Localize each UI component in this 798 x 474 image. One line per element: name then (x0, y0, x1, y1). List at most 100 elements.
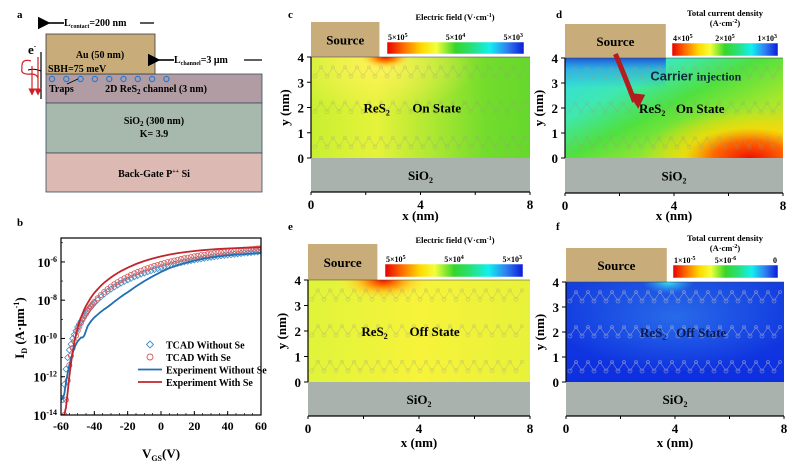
traps-pointer-arrow (66, 78, 79, 85)
lattice-atom (722, 144, 728, 150)
data-point-tcad-with-se (187, 254, 194, 261)
lattice-atom (451, 65, 455, 70)
lattice-atom (718, 325, 722, 329)
lattice-atom (429, 296, 435, 302)
res2-lattice-overlay (566, 66, 781, 150)
lattice-atom (670, 360, 674, 364)
lattice-atom (718, 360, 722, 364)
lattice-atom (567, 368, 573, 374)
lattice-atom (436, 324, 440, 328)
lattice-atom (441, 296, 447, 302)
y-tick-label: 0 (553, 375, 560, 390)
lattice-atom (369, 296, 375, 302)
lattice-atom (634, 360, 638, 364)
lattice-atom (400, 288, 404, 293)
lattice-atom (741, 101, 745, 105)
lattice-atom (578, 74, 584, 80)
lattice-atom (586, 325, 590, 329)
lattice-atom (777, 136, 781, 140)
lattice-atom (360, 73, 366, 79)
panel-b-transfer-curve-chart: b -60 -40 -20 0 20 40 60 10-14 10-12 10-10 10-8 10-… (12, 217, 267, 463)
l-contact-dimension: Lcontact=200 nm (37, 16, 154, 30)
lattice-atom (523, 100, 527, 105)
data-point-tcad-without-se (124, 276, 132, 284)
lattice-atom (646, 325, 650, 329)
lattice-atom (771, 298, 777, 304)
sio2-region (566, 382, 784, 416)
lattice-atom (777, 66, 781, 70)
data-point-tcad-with-se (98, 291, 105, 298)
lattice-atom (343, 100, 347, 105)
lattice-atom (489, 368, 495, 374)
lattice-atom (427, 135, 431, 140)
lattice-atom (379, 65, 383, 70)
lattice-atom (456, 73, 462, 79)
lattice-atom (513, 332, 519, 338)
lattice-atom (610, 360, 614, 364)
lattice-atom (698, 144, 704, 150)
lattice-atom (432, 73, 438, 79)
trap-circle (134, 75, 141, 83)
lattice-atom (682, 360, 686, 364)
y-tick-label: 10-8 (37, 293, 57, 308)
colorbar: 5×105 5×104 5×103 Electric field (V·cm-1) (386, 12, 525, 55)
lattice-atom (328, 359, 332, 364)
lattice-atom (651, 298, 657, 304)
y-axis-label: y (nm) (277, 89, 292, 125)
trap-states (48, 75, 170, 83)
lattice-atom (694, 290, 698, 294)
x-tick-label: -60 (53, 419, 69, 433)
lattice-atom (465, 368, 471, 374)
lattice-atom (657, 66, 661, 70)
y-tick-label: 3 (553, 300, 560, 315)
data-point-tcad-without-se (64, 354, 72, 362)
lattice-atom (770, 109, 776, 115)
data-point-tcad-without-se (130, 273, 138, 281)
data-point-tcad-without-se (137, 270, 145, 278)
lattice-atom (357, 368, 363, 374)
lattice-atom (432, 144, 438, 150)
lattice-atom (376, 324, 380, 328)
lattice-atom (480, 73, 486, 79)
lattice-atom (567, 333, 573, 339)
lattice-atom (705, 136, 709, 140)
lattice-atom (331, 65, 335, 70)
lattice-atom (722, 109, 728, 115)
lattice-atom (475, 135, 479, 140)
y-axis-label: ID (A·μm-1) (12, 297, 29, 358)
lattice-atom (511, 135, 515, 140)
lattice-atom (357, 296, 363, 302)
lattice-atom (723, 333, 729, 339)
lattice-atom (400, 359, 404, 364)
lattice-atom (718, 290, 722, 294)
lattice-atom (573, 136, 577, 140)
y-tick-label: 10-6 (37, 255, 57, 270)
lattice-atom (408, 73, 414, 79)
res2-lattice-overlay (309, 288, 524, 374)
lattice-atom (754, 360, 758, 364)
lattice-atom (321, 368, 327, 374)
lattice-atom (778, 290, 782, 294)
lattice-atom (355, 65, 359, 70)
source-label: Source (326, 33, 364, 48)
lattice-atom (516, 109, 522, 114)
colorbar-title: Total current density (687, 233, 764, 243)
lattice-atom (333, 368, 339, 374)
colorbar-gradient (386, 41, 525, 55)
lattice-atom (765, 101, 769, 105)
lattice-atom (424, 324, 428, 328)
lattice-atom (412, 359, 416, 364)
x-tick-label: 0 (158, 419, 164, 433)
lattice-atom (579, 298, 585, 304)
lattice-atom (705, 101, 709, 105)
lattice-atom (662, 144, 668, 150)
lattice-atom (316, 359, 320, 364)
lattice-atom (717, 136, 721, 140)
colorbar-tick-label: 5×10-6 (715, 256, 737, 265)
data-point-tcad-with-se (147, 264, 154, 271)
lattice-atom (403, 65, 407, 70)
lattice-atom (372, 144, 378, 150)
x-axis-label: x (nm) (656, 208, 692, 223)
